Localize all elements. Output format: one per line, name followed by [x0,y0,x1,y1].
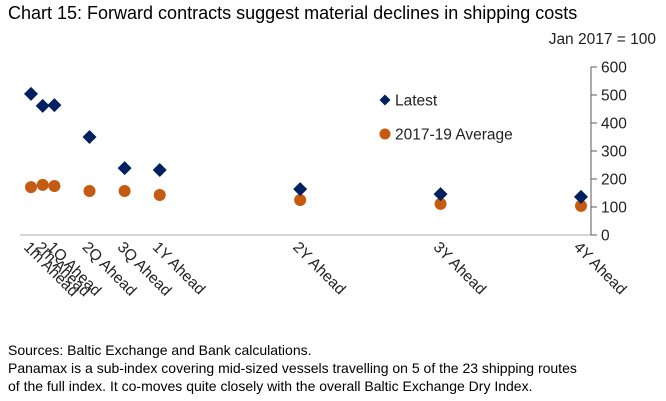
y-tick-label: 400 [601,116,627,133]
panamax-note-line-2: of the full index. It co-moves quite clo… [8,378,533,394]
average-circle-marker [48,180,61,192]
average-circle-marker [25,181,37,194]
y-tick-label: 200 [601,172,627,189]
x-tick-label: 2Y Ahead [289,239,348,298]
legend-diamond-icon [379,94,391,106]
average-circle-marker [294,194,307,206]
y-tick-label: 600 [601,60,627,77]
average-circle-marker [118,185,131,198]
units-label: Jan 2017 = 100 [548,31,656,48]
chart-title: Chart 15: Forward contracts suggest mate… [8,3,578,23]
average-circle-marker [36,178,49,191]
y-tick-label: 0 [601,228,610,245]
y-tick-label: 500 [601,88,627,105]
sources-note: Sources: Baltic Exchange and Bank calcul… [8,342,312,358]
latest-diamond-marker [47,98,62,113]
latest-diamond-marker [82,130,97,144]
y-tick-label: 100 [601,200,627,217]
data-marks [24,86,588,212]
latest-diamond-marker [117,161,132,176]
x-tick-label: 4Y Ahead [570,239,629,298]
latest-diamond-marker [293,182,308,197]
legend-label: 2017-19 Average [395,127,513,144]
latest-diamond-marker [574,189,588,204]
latest-diamond-marker [152,163,167,178]
average-circle-marker [83,185,96,198]
panamax-note-line-1: Panamax is a sub-index covering mid-size… [8,360,577,376]
average-circle-marker [434,197,447,210]
latest-diamond-marker [433,187,448,202]
legend-label: Latest [395,93,438,110]
legend-circle-icon [379,128,391,140]
legend: Latest 2017-19 Average [379,93,513,144]
average-circle-marker [153,188,166,201]
footnotes: Sources: Baltic Exchange and Bank calcul… [8,341,577,395]
average-circle-marker [575,199,587,212]
latest-diamond-marker [35,98,50,113]
x-tick-label: 3Y Ahead [430,239,489,298]
latest-diamond-marker [24,86,38,101]
y-tick-label: 300 [601,144,627,161]
